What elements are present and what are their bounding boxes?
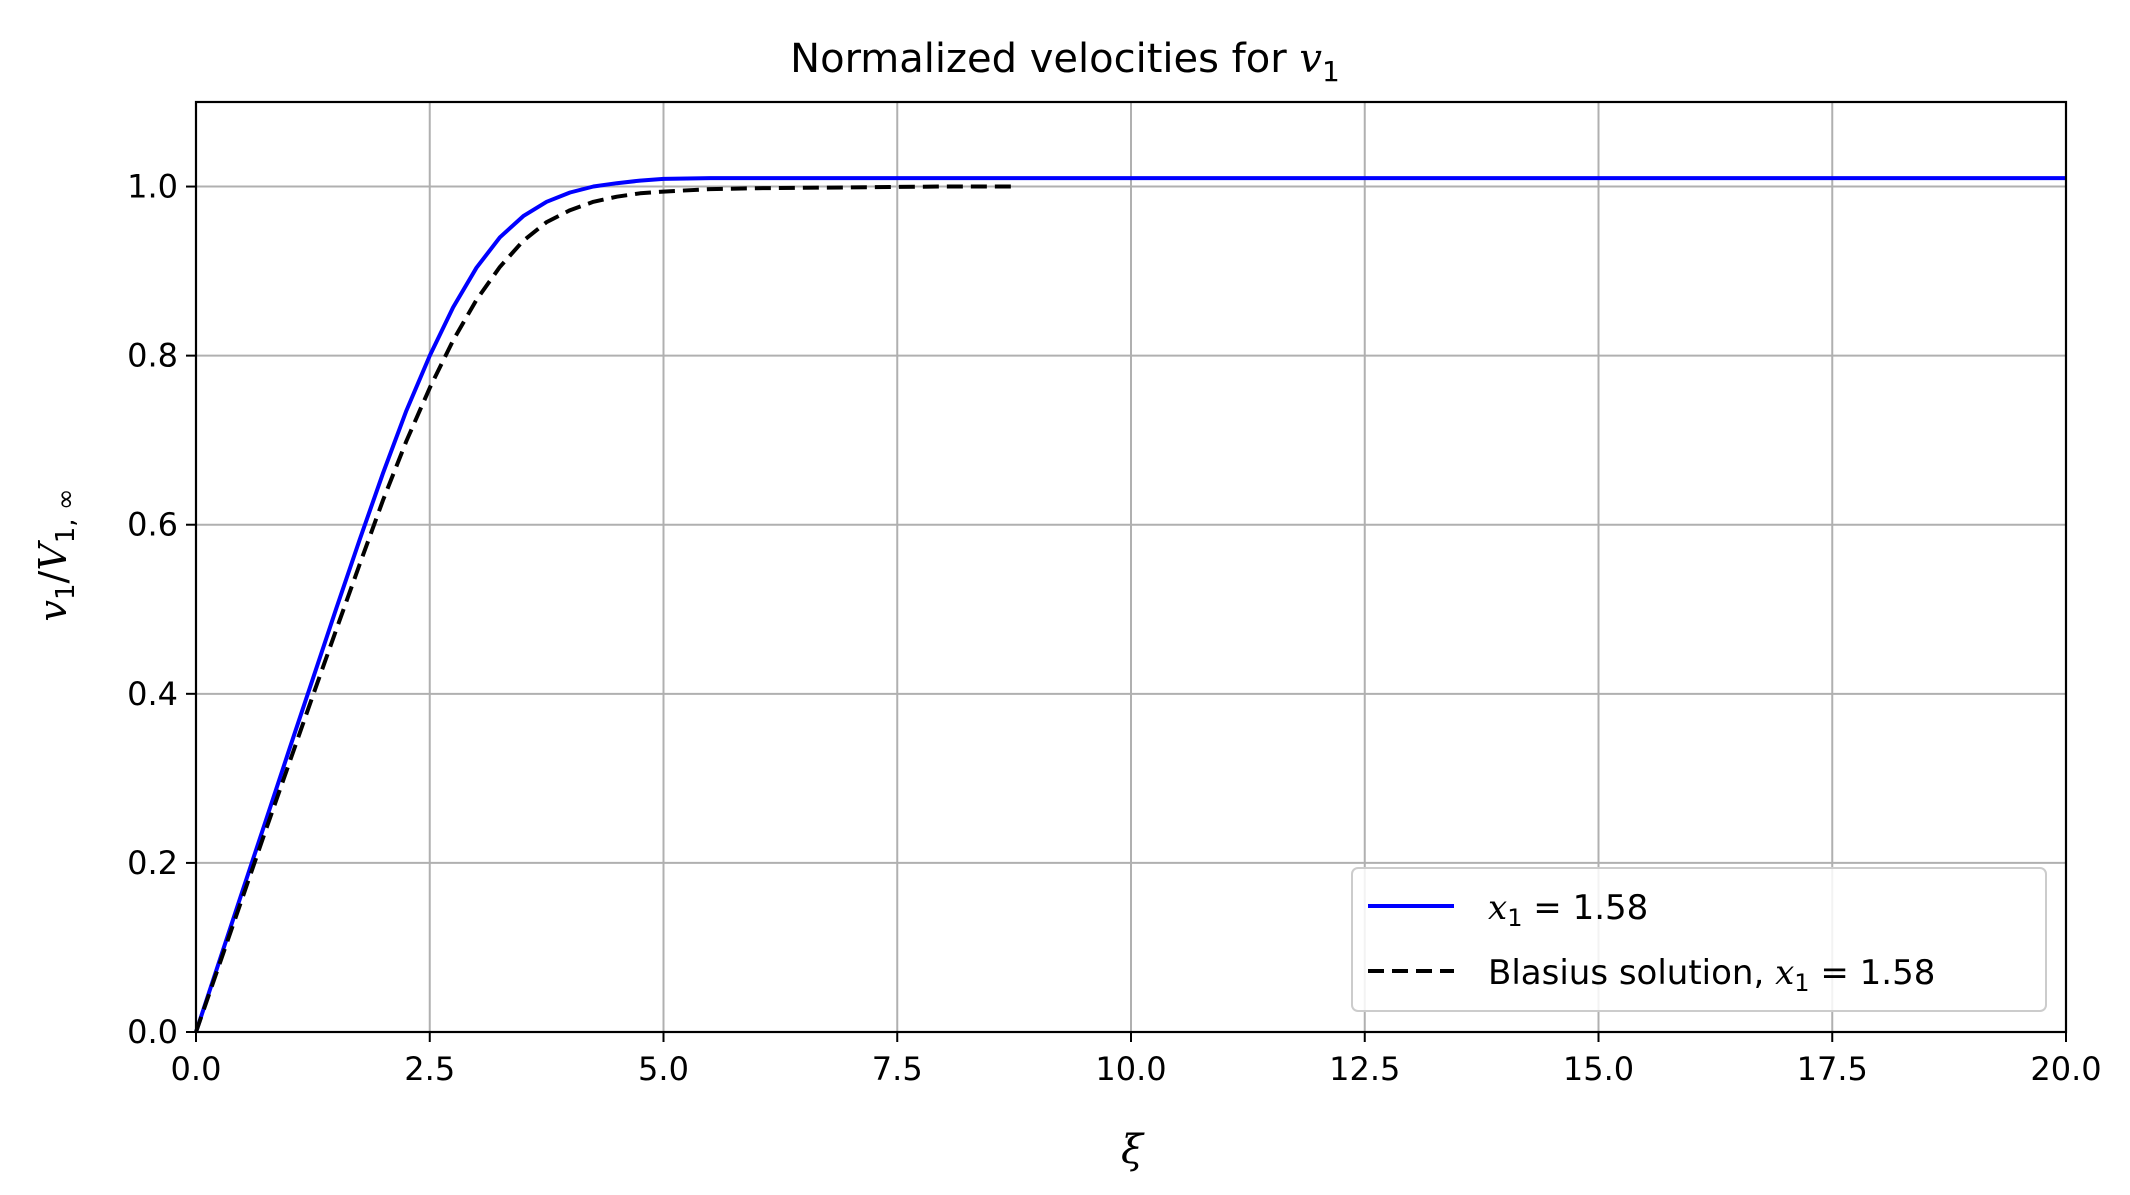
tick-labels: 0.0 2.5 5.0 7.5 10.0 12.5 15.0 17.5 20.0 0.0 0.2 0.… bbox=[127, 168, 2102, 1088]
ticks bbox=[186, 185, 2067, 1042]
y-label-v: v bbox=[31, 600, 75, 622]
chart-title-var: v bbox=[1299, 36, 1322, 82]
x-tick-label: 12.5 bbox=[1329, 1050, 1400, 1088]
y-tick-label: 0.4 bbox=[127, 675, 178, 713]
chart-title-sub: 1 bbox=[1322, 55, 1340, 88]
y-label-V-sub: 1, ∞ bbox=[51, 488, 81, 543]
chart-title-text: Normalized velocities for bbox=[790, 36, 1299, 82]
legend-1-var: x bbox=[1488, 888, 1507, 928]
x-tick-label: 20.0 bbox=[2030, 1050, 2101, 1088]
legend-box bbox=[1351, 867, 2047, 1012]
x-tick-label: 7.5 bbox=[872, 1050, 923, 1088]
legend-2-sub: 1 bbox=[1794, 969, 1809, 997]
x-tick-label: 2.5 bbox=[404, 1050, 455, 1088]
y-label-slash: / bbox=[31, 570, 75, 583]
series-line-2 bbox=[194, 184, 1019, 1033]
y-label-V: V bbox=[31, 540, 75, 571]
x-axis-label: ξ bbox=[1121, 1127, 1145, 1173]
legend-2-var: x bbox=[1775, 953, 1794, 993]
x-tick-label: 10.0 bbox=[1095, 1050, 1166, 1088]
y-axis-label: v1/V1, ∞ bbox=[31, 488, 81, 621]
series-layer bbox=[194, 176, 2066, 1033]
x-tick-label: 15.0 bbox=[1563, 1050, 1634, 1088]
y-tick-label: 0.2 bbox=[127, 844, 178, 882]
chart-title: Normalized velocities for v1 bbox=[790, 36, 1340, 88]
x-tick-label: 5.0 bbox=[638, 1050, 689, 1088]
legend-1-suffix: = 1.58 bbox=[1522, 888, 1648, 928]
series-line-1 bbox=[194, 176, 2066, 1033]
y-label-v-sub: 1 bbox=[51, 583, 81, 600]
legend-label-series-2: Blasius solution, x1 = 1.58 bbox=[1488, 953, 1935, 997]
y-tick-label: 0.8 bbox=[127, 337, 178, 375]
y-tick-label: 0.0 bbox=[127, 1013, 178, 1051]
legend-2-suffix: = 1.58 bbox=[1810, 953, 1936, 993]
legend-2-prefix: Blasius solution, bbox=[1488, 953, 1775, 993]
y-tick-label: 0.6 bbox=[127, 506, 178, 544]
legend-1-sub: 1 bbox=[1507, 904, 1522, 932]
legend-label-series-1: x1 = 1.58 bbox=[1488, 888, 1648, 932]
y-tick-label: 1.0 bbox=[127, 168, 178, 206]
legend: x1 = 1.58 Blasius solution, x1 = 1.58 bbox=[1351, 867, 2047, 1012]
x-tick-label: 17.5 bbox=[1797, 1050, 1868, 1088]
x-tick-label: 0.0 bbox=[171, 1050, 222, 1088]
